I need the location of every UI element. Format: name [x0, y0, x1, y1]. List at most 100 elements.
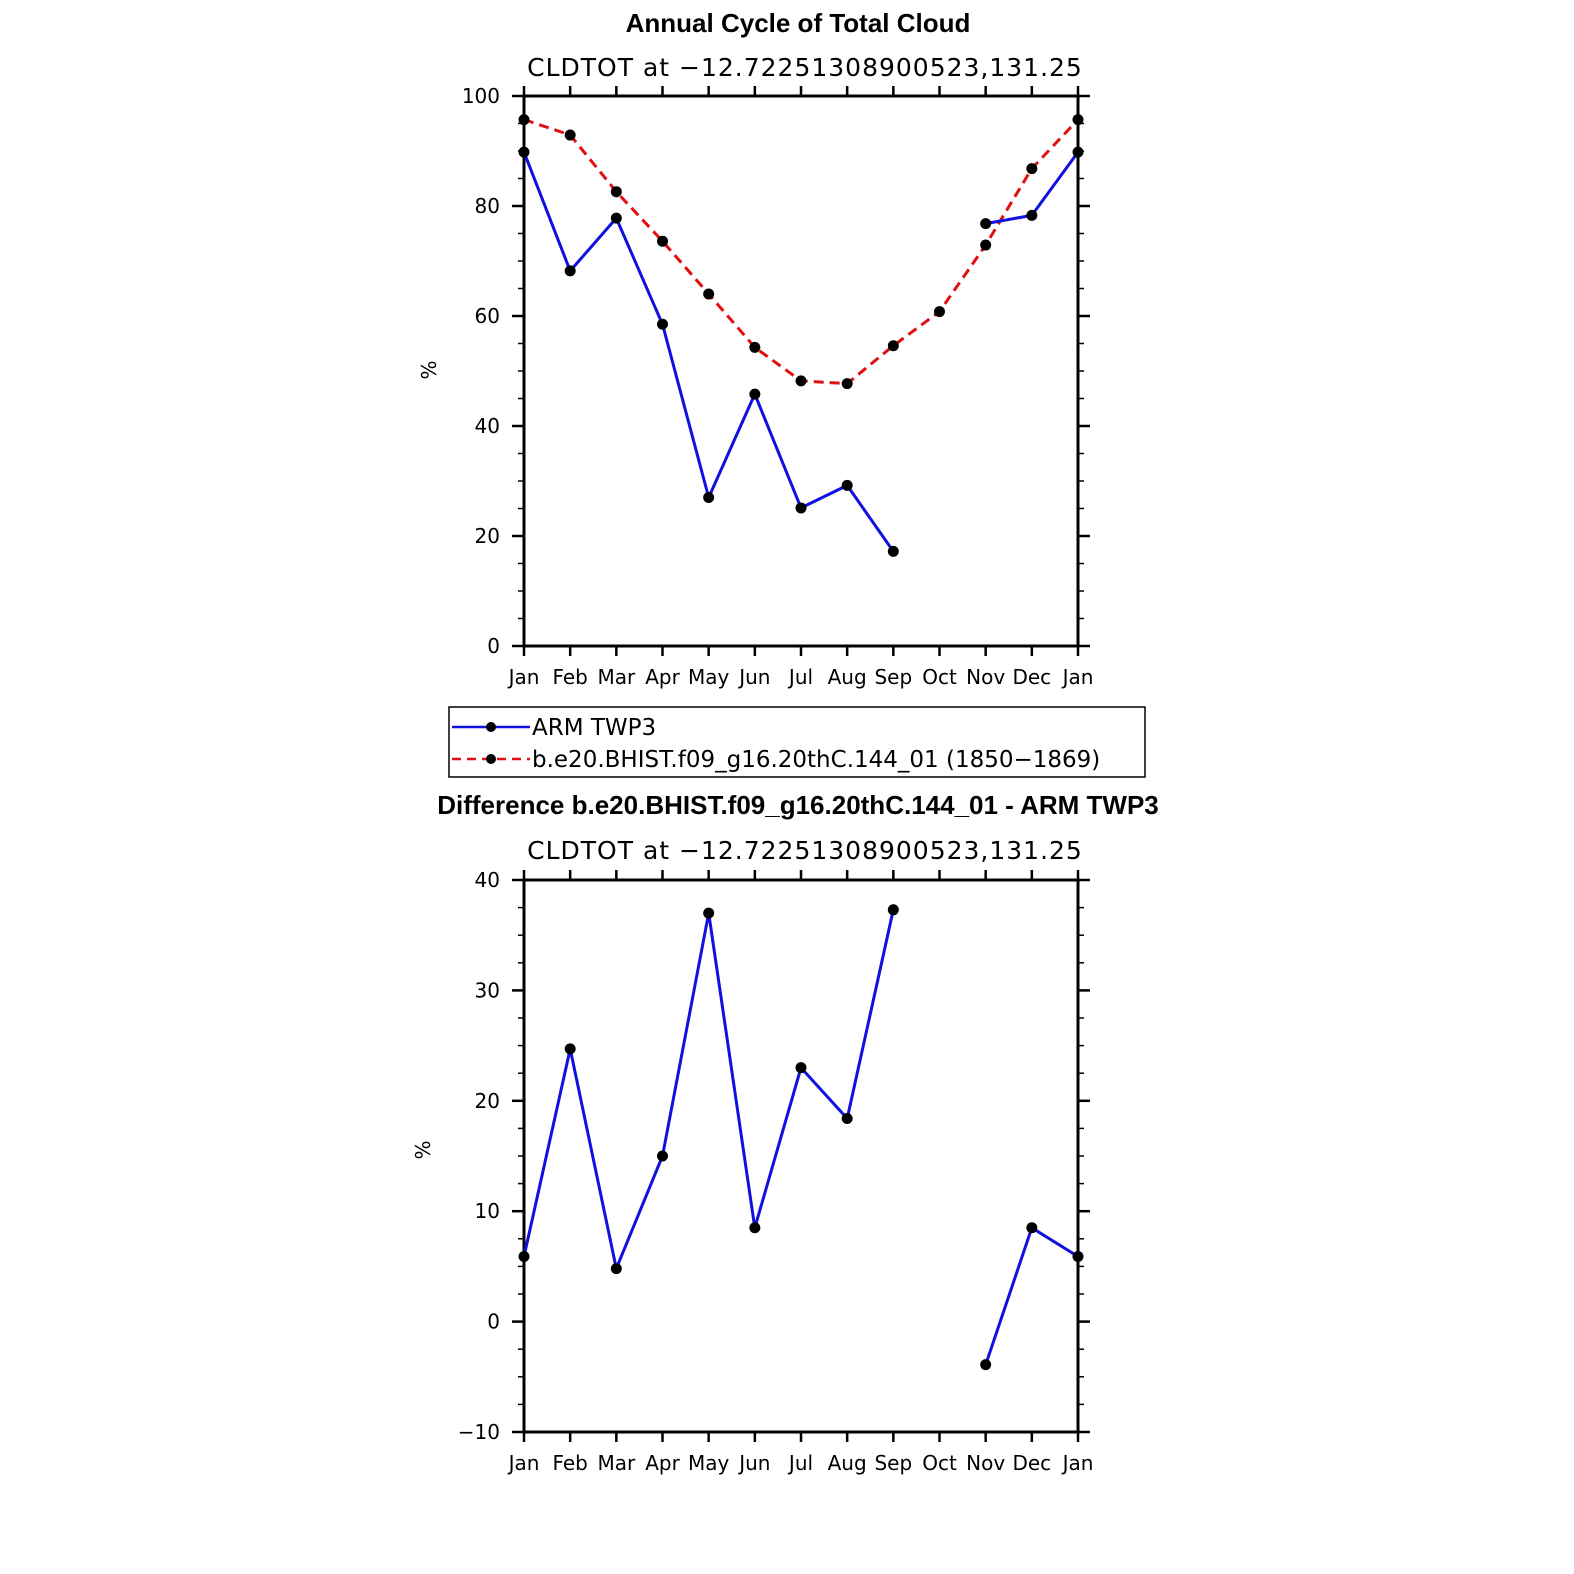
- data-point: [657, 1150, 668, 1162]
- chart-subtitle: CLDTOT at −12.72251308900523,131.25: [527, 53, 1083, 82]
- x-tick-label: Jul: [787, 1451, 813, 1475]
- data-point: [1026, 209, 1038, 221]
- x-tick-label: Sep: [874, 1451, 912, 1475]
- data-point: [749, 341, 761, 353]
- x-tick-label: Aug: [828, 1451, 867, 1475]
- data-point: [887, 545, 899, 557]
- legend-item-arm: ARM TWP3: [452, 715, 656, 741]
- y-tick-label: 30: [475, 978, 500, 1002]
- legend-item-model: b.e20.BHIST.f09_g16.20thC.144_01 (1850−1…: [452, 747, 1100, 773]
- y-axis-label: %: [411, 1140, 435, 1159]
- data-point: [1026, 1222, 1038, 1234]
- data-point: [703, 288, 715, 300]
- difference-panel: Difference b.e20.BHIST.f09_g16.20thC.144…: [411, 790, 1159, 1475]
- data-point: [980, 239, 992, 251]
- legend-marker-model: [486, 754, 496, 764]
- legend: ARM TWP3 b.e20.BHIST.f09_g16.20thC.144_0…: [448, 706, 1146, 778]
- y-tick-label: 80: [475, 194, 500, 218]
- chart-title: Annual Cycle of Total Cloud: [626, 8, 971, 38]
- data-point: [841, 479, 853, 491]
- data-point: [518, 1250, 530, 1262]
- series-line-0: [984, 1226, 1079, 1366]
- x-tick-label: Dec: [1012, 1451, 1051, 1475]
- data-point: [749, 388, 761, 400]
- chart-title: Difference b.e20.BHIST.f09_g16.20thC.144…: [437, 790, 1159, 820]
- data-point: [841, 378, 853, 390]
- y-axis-label: %: [417, 360, 441, 379]
- data-point: [610, 1263, 622, 1275]
- data-point: [795, 375, 807, 387]
- x-tick-label: Jan: [1061, 1451, 1094, 1475]
- x-tick-label: Jan: [1061, 665, 1094, 689]
- x-tick-label: Nov: [966, 1451, 1005, 1475]
- data-point: [518, 146, 530, 158]
- data-point: [749, 1222, 761, 1234]
- x-tick-label: Jun: [737, 665, 770, 689]
- x-tick-label: Mar: [597, 665, 636, 689]
- y-tick-label: 0: [487, 1310, 500, 1334]
- data-point: [1072, 146, 1084, 158]
- annual-cycle-panel: Annual Cycle of Total Cloud CLDTOT at −1…: [417, 8, 1093, 689]
- y-tick-label: 0: [487, 634, 500, 658]
- data-point: [980, 1359, 992, 1371]
- data-point: [657, 235, 668, 247]
- series-line-0: [522, 151, 895, 553]
- y-tick-label: 100: [462, 84, 500, 108]
- data-point: [703, 492, 715, 503]
- plot-frame: [522, 878, 1080, 1434]
- x-tick-label: Feb: [552, 665, 587, 689]
- x-tick-label: Dec: [1012, 665, 1051, 689]
- data-point: [657, 318, 668, 330]
- data-point: [795, 502, 807, 514]
- y-tick-label: −10: [458, 1420, 500, 1444]
- y-tick-label: 20: [475, 524, 500, 548]
- axes: Jan Feb Mar Apr May Jun Jul Aug Sep Oct Nov Dec Jan−…: [458, 868, 1094, 1475]
- x-tick-label: May: [688, 665, 730, 689]
- x-tick-label: Aug: [828, 665, 867, 689]
- series-group: [518, 904, 1084, 1371]
- x-tick-label: Apr: [645, 1451, 680, 1475]
- data-point: [564, 265, 576, 277]
- x-tick-label: Jan: [507, 665, 540, 689]
- x-tick-label: Feb: [552, 1451, 587, 1475]
- data-point: [564, 1043, 576, 1055]
- data-point: [518, 114, 530, 126]
- series-line-1: [523, 118, 1080, 386]
- data-point: [980, 218, 992, 230]
- x-tick-label: Jun: [737, 1451, 770, 1475]
- y-tick-label: 40: [475, 414, 500, 438]
- x-tick-label: Jan: [507, 1451, 540, 1475]
- y-tick-label: 40: [475, 868, 500, 892]
- x-tick-label: Sep: [874, 665, 912, 689]
- series-line-0: [522, 909, 895, 1271]
- legend-marker-arm: [486, 722, 496, 732]
- y-tick-label: 10: [475, 1199, 500, 1223]
- data-point: [887, 904, 899, 916]
- data-point: [610, 186, 622, 198]
- data-point: [795, 1062, 807, 1074]
- data-point: [1072, 1250, 1084, 1262]
- x-tick-label: Nov: [966, 665, 1005, 689]
- data-point: [934, 306, 945, 318]
- legend-label-arm: ARM TWP3: [532, 715, 656, 741]
- x-tick-label: Apr: [645, 665, 680, 689]
- x-tick-label: Oct: [922, 1451, 957, 1475]
- x-tick-label: Jul: [787, 665, 813, 689]
- data-point: [887, 340, 899, 352]
- data-point: [1026, 163, 1038, 175]
- axes: Jan Feb Mar Apr May Jun Jul Aug Sep Oct Nov Dec Jan 0…: [462, 84, 1094, 689]
- legend-label-model: b.e20.BHIST.f09_g16.20thC.144_01 (1850−1…: [532, 747, 1100, 773]
- series-group: [518, 114, 1084, 557]
- data-point: [703, 907, 715, 919]
- data-point: [841, 1112, 853, 1124]
- legend-box: [448, 706, 1146, 778]
- x-tick-label: Oct: [922, 665, 957, 689]
- data-point: [564, 129, 576, 141]
- x-tick-label: May: [688, 1451, 730, 1475]
- data-point: [610, 212, 622, 224]
- y-tick-label: 20: [475, 1089, 500, 1113]
- chart-subtitle: CLDTOT at −12.72251308900523,131.25: [527, 836, 1083, 865]
- data-point: [1072, 114, 1084, 126]
- x-tick-label: Mar: [597, 1451, 636, 1475]
